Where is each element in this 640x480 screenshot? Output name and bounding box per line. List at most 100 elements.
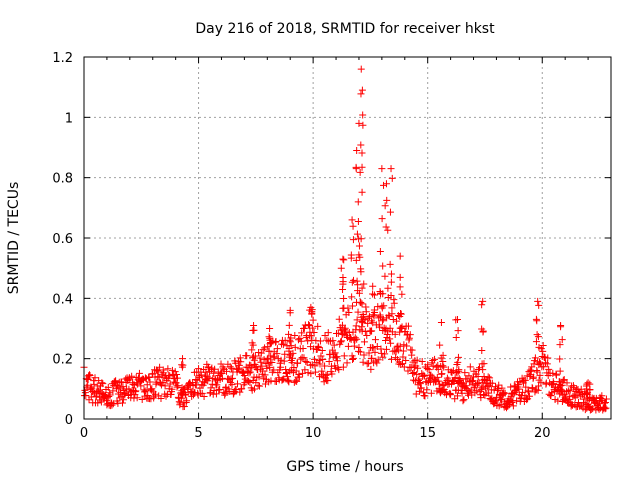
data-point — [358, 284, 366, 292]
data-point — [473, 387, 481, 395]
data-point — [447, 390, 455, 398]
data-point — [386, 260, 394, 268]
data-point — [522, 383, 530, 391]
data-point — [539, 347, 547, 355]
data-point — [556, 380, 564, 388]
data-point — [550, 380, 558, 388]
data-point — [536, 371, 544, 379]
data-point — [415, 375, 423, 383]
data-point — [291, 332, 299, 340]
data-point — [343, 359, 351, 367]
data-point — [478, 301, 486, 309]
data-point — [492, 393, 500, 401]
data-point — [535, 382, 543, 390]
data-point — [226, 363, 234, 371]
data-point — [166, 380, 174, 388]
data-point — [173, 370, 181, 378]
data-point — [382, 223, 390, 231]
data-point — [157, 394, 165, 402]
data-point — [423, 386, 431, 394]
data-point — [223, 367, 231, 375]
data-point — [87, 393, 95, 401]
data-point — [235, 361, 243, 369]
data-point — [406, 331, 414, 339]
data-point — [251, 363, 259, 371]
data-point — [330, 341, 338, 349]
data-point — [293, 377, 301, 385]
data-point — [99, 380, 107, 388]
x-tick-label: 20 — [534, 426, 551, 441]
data-point — [453, 392, 461, 400]
data-point — [533, 317, 541, 325]
data-point — [286, 338, 294, 346]
data-point — [277, 356, 285, 364]
data-point — [286, 367, 294, 375]
data-point — [228, 381, 236, 389]
data-point — [291, 343, 299, 351]
data-point — [589, 405, 597, 413]
data-point — [355, 289, 363, 297]
data-point — [259, 346, 267, 354]
data-point — [397, 310, 405, 318]
data-point — [544, 354, 552, 362]
data-point — [234, 365, 242, 373]
data-point — [486, 374, 494, 382]
data-point — [584, 379, 592, 387]
x-tick-label: 0 — [80, 426, 88, 441]
data-point — [357, 65, 365, 73]
data-point — [246, 368, 254, 376]
data-point — [218, 374, 226, 382]
data-point — [257, 349, 265, 357]
tick-labels: 0 5 10 15 20 0 0.2 0.4 0.6 0.8 1 1.2 — [52, 51, 550, 441]
data-point — [386, 324, 394, 332]
data-point — [359, 121, 367, 129]
data-point — [289, 349, 297, 357]
data-point — [535, 361, 543, 369]
data-point — [348, 293, 356, 301]
data-point — [525, 388, 533, 396]
data-point — [168, 385, 176, 393]
data-point — [98, 379, 106, 387]
data-point — [449, 367, 457, 375]
data-point — [461, 369, 469, 377]
data-point — [455, 374, 463, 382]
data-point — [234, 380, 242, 388]
data-point — [465, 372, 473, 380]
data-point — [256, 382, 264, 390]
data-point — [82, 392, 90, 400]
data-point — [337, 264, 345, 272]
data-point — [431, 355, 439, 363]
data-point — [394, 346, 402, 354]
data-point — [408, 346, 416, 354]
data-point — [357, 141, 365, 149]
y-tick-label: 0.8 — [52, 172, 73, 187]
data-point — [359, 111, 367, 119]
data-point — [349, 354, 357, 362]
data-point — [459, 397, 467, 405]
data-point — [281, 350, 289, 358]
data-point — [358, 163, 366, 171]
data-point — [251, 352, 259, 360]
data-point — [86, 372, 94, 380]
data-point — [149, 370, 157, 378]
data-point — [298, 329, 306, 337]
data-point — [350, 276, 358, 284]
data-point — [245, 377, 253, 385]
data-point — [283, 368, 291, 376]
data-point — [384, 226, 392, 234]
data-point — [403, 342, 411, 350]
data-point — [498, 384, 506, 392]
data-point — [454, 353, 462, 361]
data-point — [367, 365, 375, 373]
data-point — [484, 373, 492, 381]
data-point — [379, 315, 387, 323]
data-point — [537, 378, 545, 386]
data-point — [352, 322, 360, 330]
data-point — [352, 256, 360, 264]
data-point — [240, 372, 248, 380]
data-point — [439, 358, 447, 366]
data-point — [271, 353, 279, 361]
data-point — [396, 273, 404, 281]
data-point — [301, 366, 309, 374]
data-point — [153, 378, 161, 386]
